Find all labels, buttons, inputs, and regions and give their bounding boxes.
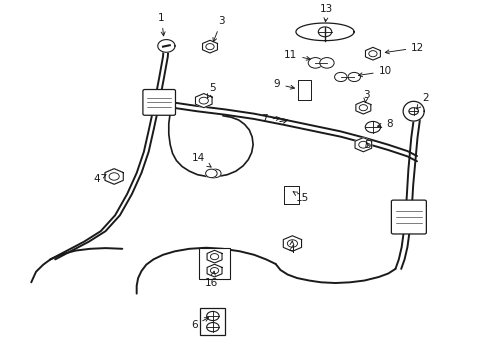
Polygon shape <box>284 186 298 204</box>
Text: 9: 9 <box>273 79 294 89</box>
Text: 15: 15 <box>292 192 309 203</box>
Text: 1: 1 <box>158 13 165 36</box>
Text: 6: 6 <box>190 318 208 330</box>
Text: 7: 7 <box>260 114 280 124</box>
Text: 8: 8 <box>377 118 392 129</box>
Text: 5: 5 <box>207 82 215 98</box>
Polygon shape <box>195 94 212 108</box>
Polygon shape <box>297 80 310 100</box>
Text: 11: 11 <box>284 50 310 60</box>
Circle shape <box>319 58 333 68</box>
Text: 4: 4 <box>287 241 294 255</box>
Text: 5: 5 <box>363 140 370 150</box>
Text: 2: 2 <box>416 93 428 109</box>
Polygon shape <box>202 40 217 53</box>
Text: 16: 16 <box>205 271 218 288</box>
Text: 3: 3 <box>212 16 224 42</box>
Polygon shape <box>283 236 301 251</box>
Polygon shape <box>295 23 353 41</box>
Polygon shape <box>206 250 222 263</box>
Bar <box>199 248 230 279</box>
Polygon shape <box>206 264 222 277</box>
Text: 12: 12 <box>385 43 424 54</box>
Text: 13: 13 <box>320 4 333 22</box>
Text: 14: 14 <box>192 153 211 167</box>
Polygon shape <box>355 101 370 114</box>
Circle shape <box>209 169 221 177</box>
Circle shape <box>205 169 217 177</box>
FancyBboxPatch shape <box>390 200 426 234</box>
Polygon shape <box>402 101 424 121</box>
Text: 4: 4 <box>93 174 106 184</box>
Polygon shape <box>365 48 380 60</box>
Polygon shape <box>105 169 123 184</box>
FancyBboxPatch shape <box>142 90 175 115</box>
Circle shape <box>334 72 346 82</box>
Circle shape <box>307 58 322 68</box>
Text: 3: 3 <box>362 90 369 103</box>
Circle shape <box>207 170 219 178</box>
Polygon shape <box>105 169 123 184</box>
Polygon shape <box>354 138 371 152</box>
Polygon shape <box>158 40 175 52</box>
Bar <box>200 308 225 334</box>
Circle shape <box>347 72 360 82</box>
Text: 10: 10 <box>358 66 391 77</box>
